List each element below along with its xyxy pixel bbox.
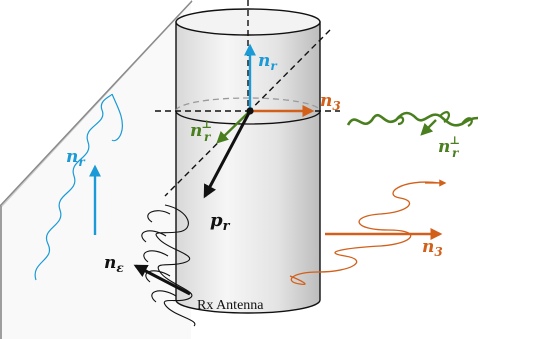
nr-perp-left-label: n⊥ r	[190, 118, 212, 144]
nr-perp-right-arrow	[420, 119, 437, 136]
cross-section-back	[175, 97, 321, 112]
origin-dot	[246, 107, 254, 115]
n-eps-arrow	[133, 264, 191, 296]
nr-cylinder-label: nr	[258, 51, 278, 73]
plane-top-edge	[0, 0, 193, 207]
pr-label: pr	[210, 210, 231, 234]
pr-arrow	[203, 110, 252, 199]
orange-helix	[289, 181, 441, 286]
blue-wave-plane	[34, 93, 113, 281]
diagonal-axis	[164, 29, 331, 197]
n3-right-label: n3	[320, 91, 341, 113]
rx-antenna-label: Rx Antenna	[197, 298, 264, 313]
black-helix	[141, 204, 196, 327]
cylinder-body	[175, 21, 321, 314]
green-wave-right	[346, 111, 479, 127]
nr-perp-left-arrow	[216, 110, 251, 144]
blue-wave-plane-tail	[111, 93, 123, 142]
n-eps-label: nε	[104, 253, 124, 275]
green-wave-right-loops	[395, 111, 473, 127]
nr-perp-right-label: n⊥ r	[438, 134, 460, 160]
nr-plane-label: nr	[66, 147, 86, 169]
n3-helix-label: n3	[422, 237, 443, 259]
